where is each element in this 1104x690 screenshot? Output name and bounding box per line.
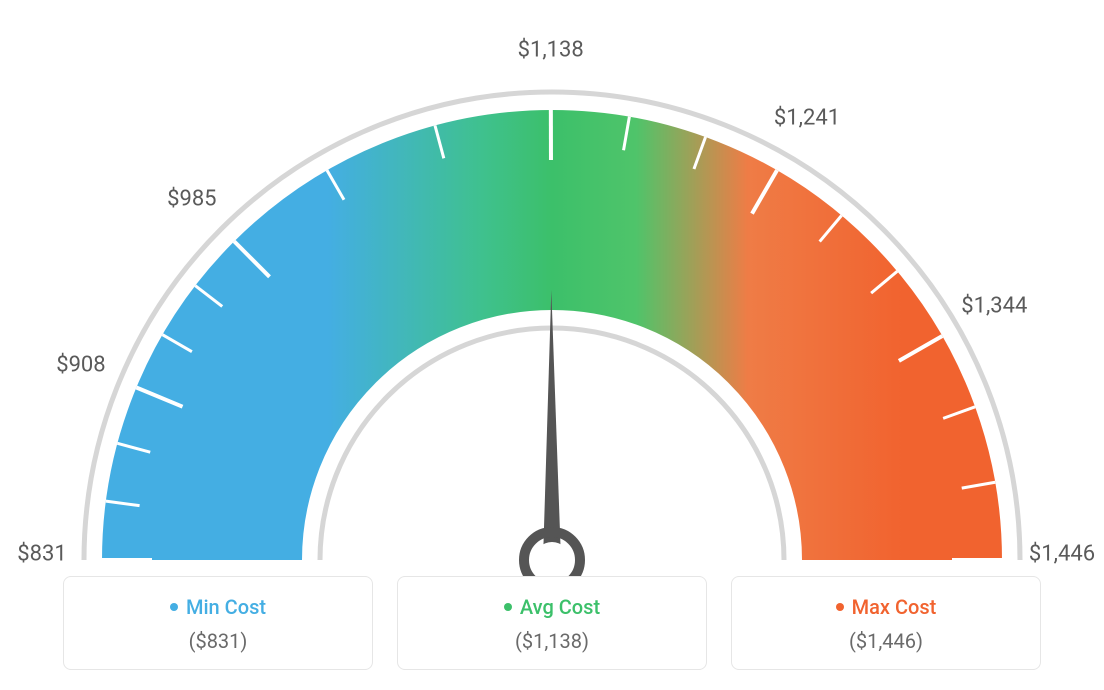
legend-title-max: Max Cost	[836, 595, 937, 619]
legend-card-max: Max Cost ($1,446)	[731, 576, 1041, 670]
gauge-needle-hub-inner	[534, 542, 570, 578]
cost-gauge: $831$908$985$1,138$1,241$1,344$1,446	[0, 0, 1104, 560]
gauge-tick-label: $908	[56, 352, 105, 377]
legend-card-min: Min Cost ($831)	[63, 576, 373, 670]
legend-title-avg: Avg Cost	[504, 595, 600, 619]
gauge-svg	[0, 30, 1104, 620]
legend-dot-icon	[504, 603, 512, 611]
legend-title-text: Min Cost	[186, 595, 266, 619]
legend-dot-icon	[836, 603, 844, 611]
gauge-tick-label: $1,446	[1029, 542, 1095, 567]
legend-row: Min Cost ($831) Avg Cost ($1,138) Max Cost ($…	[63, 576, 1041, 670]
gauge-tick-label: $1,138	[518, 38, 584, 63]
legend-dot-icon	[170, 603, 178, 611]
legend-title-text: Max Cost	[852, 595, 937, 619]
gauge-tick-label: $831	[17, 542, 66, 567]
legend-value-avg: ($1,138)	[408, 629, 696, 653]
legend-title-text: Avg Cost	[520, 595, 600, 619]
gauge-tick-label: $1,241	[774, 106, 840, 131]
gauge-tick-label: $985	[167, 186, 216, 211]
legend-card-avg: Avg Cost ($1,138)	[397, 576, 707, 670]
legend-value-max: ($1,446)	[742, 629, 1030, 653]
gauge-tick-label: $1,344	[961, 294, 1027, 319]
legend-title-min: Min Cost	[170, 595, 266, 619]
legend-value-min: ($831)	[74, 629, 362, 653]
